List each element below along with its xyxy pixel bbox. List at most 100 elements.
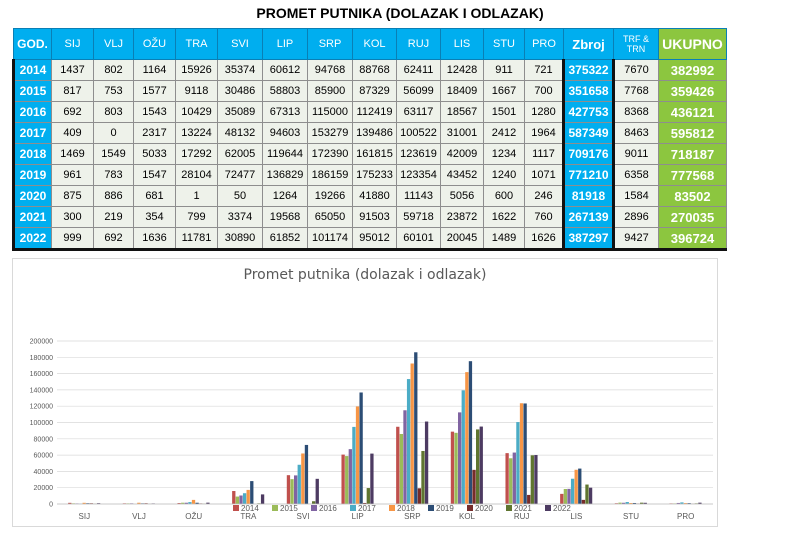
- y-tick-label: 20000: [34, 485, 54, 492]
- column-header: RUJ: [396, 28, 441, 60]
- bar-2022-KOL: [479, 426, 483, 504]
- bar-2019-LIS: [578, 468, 582, 504]
- value-cell: 5056: [440, 185, 484, 207]
- bar-2020-RUJ: [527, 494, 531, 504]
- value-cell: 2412: [483, 122, 525, 144]
- bar-2018-LIP: [355, 406, 360, 504]
- value-cell: 270035: [658, 206, 727, 228]
- bar-2022-TRA: [260, 494, 265, 504]
- value-cell: 9118: [175, 80, 218, 102]
- x-category-label: LIP: [352, 512, 364, 521]
- column-header: SIJ: [51, 28, 94, 60]
- table-title: PROMET PUTNIKA (DOLAZAK I ODLAZAK): [256, 5, 544, 21]
- value-cell: 15926: [175, 59, 218, 81]
- y-tick-label: 40000: [34, 469, 54, 476]
- y-tick-label: 160000: [30, 371, 53, 378]
- value-cell: 12428: [440, 59, 484, 81]
- value-cell: 35089: [217, 101, 263, 123]
- table-row: 2016 692 803 1543 10429 35089 67313 115000 11241…: [12, 101, 727, 123]
- legend-swatch: [389, 505, 395, 511]
- value-cell: 396724: [658, 227, 727, 251]
- value-cell: 1549: [93, 143, 134, 165]
- bar-2021-RUJ: [530, 455, 534, 504]
- value-cell: 1264: [262, 185, 308, 207]
- value-cell: 175233: [352, 164, 397, 186]
- bar-2018-KOL: [465, 372, 469, 504]
- legend-swatch: [311, 505, 317, 511]
- bar-2019-STU: [632, 502, 637, 504]
- value-cell: 186159: [307, 164, 353, 186]
- column-header: KOL: [352, 28, 397, 60]
- legend-swatch: [467, 505, 473, 511]
- bar-2015-SRP: [399, 433, 404, 504]
- column-header: Zbroj: [563, 28, 614, 60]
- column-header: TRA: [175, 28, 218, 60]
- value-cell: 1071: [524, 164, 564, 186]
- value-cell: 1584: [613, 185, 659, 207]
- bar-2020-LIP: [363, 502, 367, 504]
- bar-2018-RUJ: [519, 403, 524, 504]
- y-tick-label: 120000: [30, 404, 53, 411]
- bar-2022-SRP: [424, 421, 429, 504]
- value-cell: 999: [51, 227, 94, 251]
- bar-2014-KOL: [450, 431, 455, 504]
- bar-2019-SVI: [304, 444, 309, 504]
- bar-2017-LIS: [570, 478, 575, 504]
- value-cell: 87329: [352, 80, 397, 102]
- year-cell: 2020: [12, 185, 52, 207]
- value-cell: 427753: [562, 101, 615, 123]
- bar-2022-OŽU: [206, 502, 210, 504]
- bar-2015-TRA: [235, 496, 240, 504]
- value-cell: 112419: [352, 101, 397, 123]
- year-cell: 2018: [12, 143, 52, 165]
- column-header: LIS: [440, 28, 484, 60]
- bar-2020-LIS: [581, 499, 586, 504]
- year-cell: 2022: [12, 227, 52, 251]
- value-cell: 7768: [613, 80, 659, 102]
- bar-2018-PRO: [683, 503, 688, 504]
- chart-title: Promet putnika (dolazak i odlazak): [243, 267, 487, 283]
- bar-2017-TRA: [242, 493, 247, 504]
- bar-2022-LIS: [588, 487, 593, 504]
- value-cell: 875: [51, 185, 94, 207]
- value-cell: 119644: [262, 143, 308, 165]
- value-cell: 94768: [307, 59, 353, 81]
- value-cell: 1543: [133, 101, 176, 123]
- value-cell: 65050: [307, 206, 353, 228]
- value-cell: 7670: [613, 59, 659, 81]
- x-category-label: SIJ: [79, 512, 91, 521]
- value-cell: 718187: [658, 143, 727, 165]
- bar-2019-RUJ: [523, 403, 527, 504]
- bar-2018-LIS: [574, 469, 578, 504]
- value-cell: 100522: [396, 122, 441, 144]
- value-cell: 59718: [396, 206, 441, 228]
- legend-swatch: [545, 505, 551, 511]
- x-category-label: PRO: [677, 512, 694, 521]
- value-cell: 382992: [658, 59, 727, 81]
- value-cell: 1667: [483, 80, 525, 102]
- bar-2019-KOL: [468, 361, 473, 504]
- value-cell: 1437: [51, 59, 94, 81]
- bar-2019-TRA: [250, 481, 254, 504]
- value-cell: 58803: [262, 80, 308, 102]
- value-cell: 95012: [352, 227, 397, 251]
- bar-2021-KOL: [476, 429, 480, 504]
- value-cell: 101174: [307, 227, 353, 251]
- bar-2017-STU: [625, 502, 629, 504]
- column-header: UKUPNO: [658, 28, 727, 60]
- bar-2016-SRP: [403, 410, 407, 504]
- value-cell: 3374: [217, 206, 263, 228]
- bar-2018-OŽU: [191, 499, 196, 504]
- value-cell: 219: [93, 206, 134, 228]
- legend-swatch: [428, 505, 434, 511]
- x-category-label: VLJ: [132, 512, 146, 521]
- value-cell: 31001: [440, 122, 484, 144]
- bar-2022-SIJ: [96, 503, 101, 504]
- value-cell: 777568: [658, 164, 727, 186]
- bar-2014-SIJ: [68, 502, 72, 504]
- bar-2016-RUJ: [512, 452, 516, 504]
- column-header: GOD.: [13, 28, 52, 60]
- value-cell: 692: [51, 101, 94, 123]
- bar-2021-STU: [640, 502, 644, 504]
- value-cell: 9427: [613, 227, 659, 251]
